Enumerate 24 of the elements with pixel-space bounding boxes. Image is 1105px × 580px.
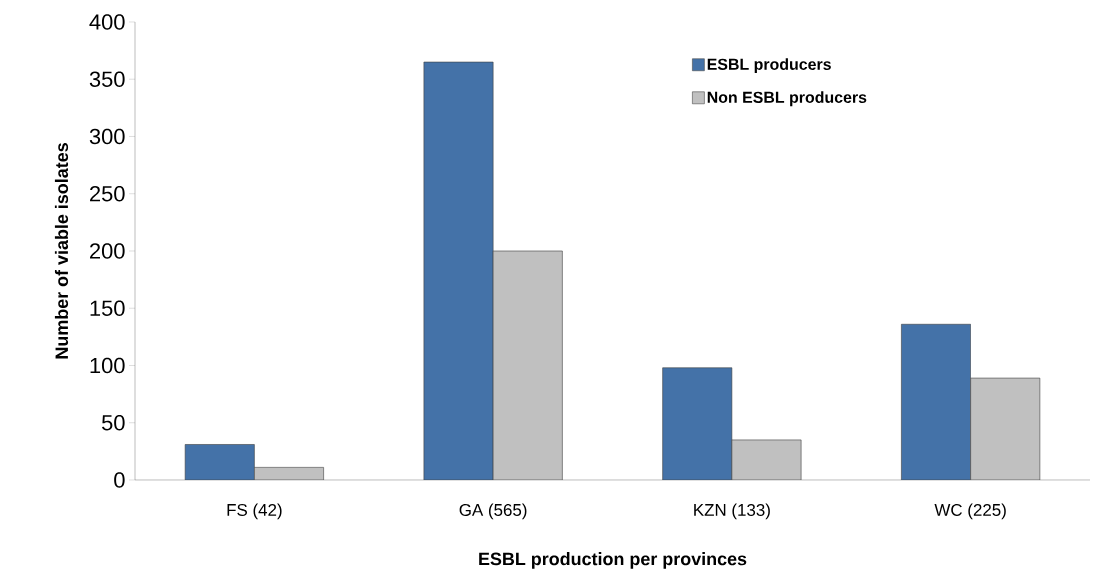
bar	[184, 444, 255, 480]
legend-label: ESBL producers	[707, 58, 831, 74]
y-tick-label: 300	[89, 128, 125, 145]
bar	[970, 377, 1041, 480]
y-tick-label: 250	[90, 185, 125, 202]
y-tick-label: 0	[114, 472, 125, 488]
x-axis-title: ESBL production per provinces	[479, 552, 747, 569]
y-tick-label: 100	[90, 357, 125, 374]
y-tick-label: 350	[89, 71, 125, 87]
y-tick-label: 50	[101, 414, 125, 431]
y-tick-label: 150	[90, 300, 125, 316]
bar	[662, 367, 733, 480]
legend-label: Non ESBL producers	[707, 91, 867, 107]
bar	[492, 250, 563, 480]
x-tick-label: GA (565)	[459, 503, 527, 520]
bar	[731, 439, 802, 480]
x-tick-label: FS (42)	[227, 503, 282, 520]
y-tick-label: 200	[90, 243, 125, 259]
bar	[423, 61, 494, 480]
y-tick-label: 400	[89, 14, 125, 30]
y-axis-title: Number of viable isolates	[54, 143, 69, 359]
x-tick-label: KZN (133)	[694, 503, 770, 520]
bar	[901, 323, 971, 480]
x-tick-label: WC (225)	[934, 503, 1006, 520]
